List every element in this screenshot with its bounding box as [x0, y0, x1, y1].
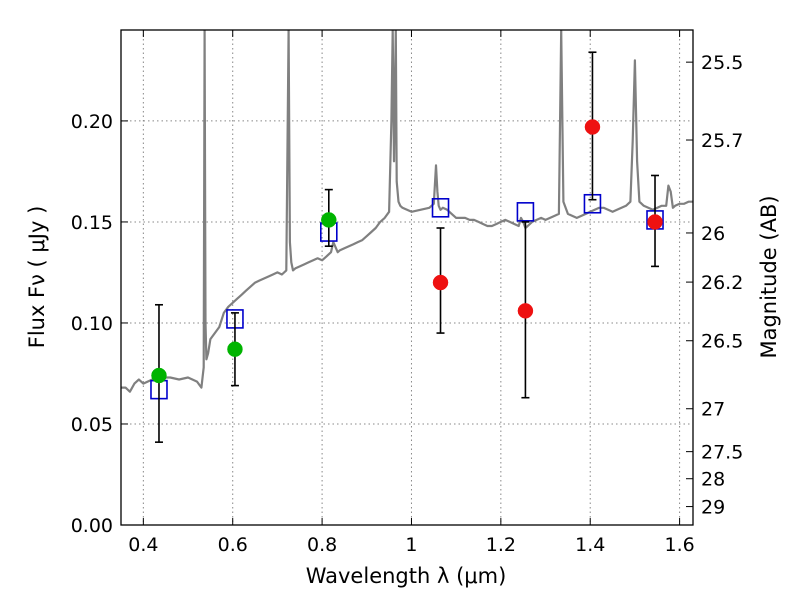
observed-flux-point — [584, 119, 601, 135]
observed-flux-point — [432, 274, 449, 291]
x-tick-label: 1 — [405, 534, 417, 556]
y-right-tick-label: 27.5 — [701, 442, 743, 464]
x-tick-label: 0.8 — [307, 534, 337, 556]
x-tick-label: 0.6 — [218, 534, 248, 556]
y-tick-label: 0.20 — [71, 111, 113, 133]
y-right-tick-label: 26.5 — [701, 331, 743, 353]
x-axis-label: Wavelength λ (μm) — [306, 564, 507, 588]
y-right-tick-label: 27 — [701, 399, 725, 421]
y-tick-label: 0.10 — [71, 313, 113, 335]
x-axis: 0.4 0.6 0.8 1 1.2 1.4 1.6 — [128, 30, 695, 556]
y-axis-right: 25.5 25.7 26 26.2 26.5 27 27.5 28 29 — [686, 52, 743, 519]
y-right-tick-label: 26.2 — [701, 272, 743, 294]
observed-flux-point — [647, 214, 663, 230]
observed-flux-point — [517, 303, 534, 319]
y-right-tick-label: 28 — [701, 469, 725, 491]
gridlines — [121, 30, 693, 525]
y-right-tick-label: 25.7 — [701, 130, 743, 152]
x-tick-label: 0.4 — [128, 534, 158, 556]
y-axis-right-label: Magnitude (AB) — [757, 195, 781, 358]
observed-flux-point — [227, 341, 243, 357]
y-tick-label: 0.15 — [71, 212, 113, 234]
model-photometry-square — [431, 197, 450, 218]
x-tick-label: 1.6 — [664, 534, 694, 556]
y-tick-label: 0.00 — [71, 515, 113, 537]
y-right-tick-label: 25.5 — [701, 52, 743, 74]
y-right-tick-label: 26 — [701, 223, 725, 245]
observed-flux-point — [321, 212, 337, 228]
plot-frame — [120, 29, 694, 526]
observed-flux-point — [151, 367, 167, 384]
y-axis-left: 0.00 0.05 0.10 0.15 0.20 — [71, 111, 128, 537]
x-tick-label: 1.2 — [486, 534, 516, 556]
y-tick-label: 0.05 — [71, 414, 113, 436]
data-markers — [150, 51, 664, 443]
y-right-tick-label: 29 — [701, 497, 725, 519]
y-axis-label: Flux Fν ( μJy ) — [25, 206, 49, 349]
model-spectrum-line — [121, 30, 693, 393]
model-photometry-square — [516, 202, 535, 222]
x-tick-label: 1.4 — [575, 534, 605, 556]
